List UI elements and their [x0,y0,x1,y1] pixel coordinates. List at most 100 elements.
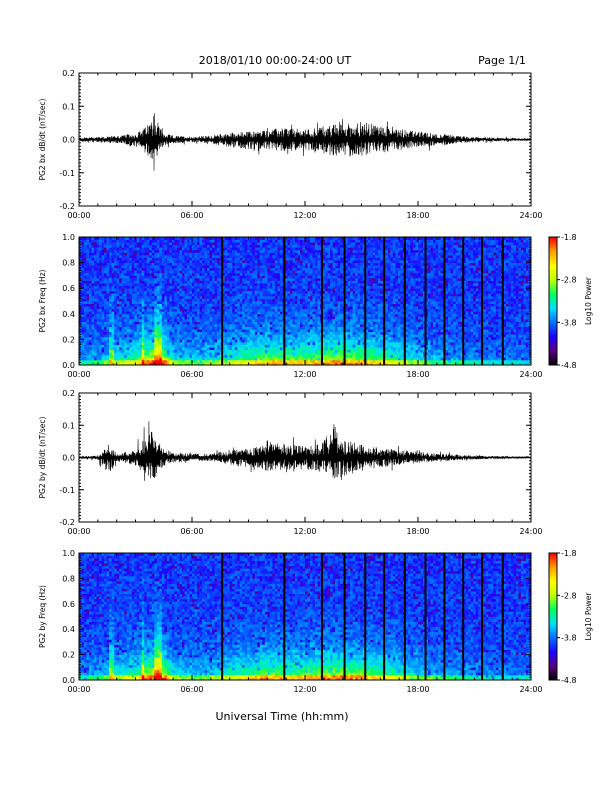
spectrogram-cell [294,257,298,261]
spectrogram-cell [267,277,271,281]
spectrogram-cell [91,277,95,281]
spectrogram-cell [259,237,263,240]
spectrogram-cell [94,239,97,243]
spectrogram-cell [114,242,118,246]
spectrogram-cell [302,275,306,279]
spectrogram-cell [279,252,283,256]
spectrogram-cell [272,347,276,351]
spectrogram-cell [174,336,178,340]
spectrogram-cell [159,326,163,330]
spectrogram-cell [109,288,113,292]
spectrogram-cell [277,244,281,248]
spectrogram-cell [159,288,163,292]
spectrogram-cell [176,339,180,343]
spectrogram-cell [249,267,253,271]
spectrogram-cell [259,324,263,327]
spectrogram-cell [149,341,153,345]
spectrogram-cell [179,359,183,363]
spectrogram-cell [247,334,251,338]
spectrogram-cell [222,311,226,315]
spectrogram-cell [174,347,178,351]
spectrogram-cell [272,344,276,348]
spectrogram-cell [302,318,306,322]
spectrogram-cell [101,362,105,366]
spectrogram-cell [229,252,233,256]
spectrogram-cell [169,254,173,258]
spectrogram-cell [297,303,301,307]
spectrogram-cell [222,326,226,330]
spectrogram-cell [287,301,291,304]
spectrogram-cell [307,318,311,322]
spectrogram-cell [224,362,228,366]
spectrogram-cell [284,252,288,256]
spectrogram-cell [106,303,110,307]
spectrogram-cell [134,280,138,284]
spectrogram-cell [91,254,95,258]
spectrogram-cell [284,321,288,325]
spectrogram-cell [126,265,130,269]
spectrogram-cell [159,280,163,284]
spectrogram-cell [86,283,90,287]
spectrogram-cell [91,321,95,325]
spectrogram-cell [169,313,173,317]
spectrogram-cell [204,239,208,243]
spectrogram-cell [171,354,175,358]
spectrogram-cell [267,331,271,335]
spectrogram-cell [136,347,140,351]
spectrogram-cell [249,347,253,351]
spectrogram-cell [154,354,158,358]
spectrogram-cell [217,341,221,345]
spectrogram-cell [274,362,278,366]
spectrogram-cell [232,326,236,330]
spectrogram-cell [111,239,115,243]
spectrogram-cell [151,331,155,335]
spectrogram-cell [242,321,246,325]
spectrogram-cell [217,331,221,335]
spectrogram-cell [116,295,120,299]
spectrogram-cell [237,249,241,253]
spectrogram-cell [104,321,108,325]
spectrogram-cell [194,352,198,356]
spectrogram-cell [294,239,298,243]
spectrogram-cell [272,301,276,304]
spectrogram-cell [305,288,308,292]
spectrogram-cell [272,334,276,338]
spectrogram-cell [264,318,268,322]
spectrogram-cell [224,341,228,345]
spectrogram-cell [257,272,261,276]
spectrogram-cell [181,242,185,246]
spectrogram-cell [176,352,180,356]
spectrogram-cell [109,362,113,366]
spectrogram-cell [79,336,82,340]
spectrogram-cell [242,347,246,351]
spectrogram-cell [94,267,97,271]
spectrogram-cell [121,354,125,358]
spectrogram-cell [114,341,118,345]
spectrogram-cell [84,280,87,284]
spectrogram-cell [146,265,150,269]
spectrogram-cell [312,239,316,243]
spectrogram-cell [305,298,308,302]
spectrogram-cell [249,244,253,248]
spectrogram-cell [312,326,316,330]
spectrogram-cell [232,265,236,269]
spectrogram-cell [302,242,306,246]
spectrogram-cell [299,260,303,263]
spectrogram-cell [227,272,231,276]
spectrogram-cell [299,324,303,327]
spectrogram-cell [136,280,140,284]
spectrogram-cell [176,257,180,261]
spectrogram-cell [264,306,268,310]
spectrogram-cell [222,359,226,363]
spectrogram-cell [169,242,173,246]
spectrogram-cell [129,349,133,353]
spectrogram-cell [134,275,138,279]
spectrogram-cell [305,242,308,246]
spectrogram-cell [277,272,281,276]
spectrogram-cell [289,275,293,279]
spectrogram-cell [144,329,148,333]
spectrogram-cell [272,267,276,271]
spectrogram-cell [186,341,190,345]
spectrogram-cell [149,242,153,246]
spectrogram-cell [179,272,183,276]
